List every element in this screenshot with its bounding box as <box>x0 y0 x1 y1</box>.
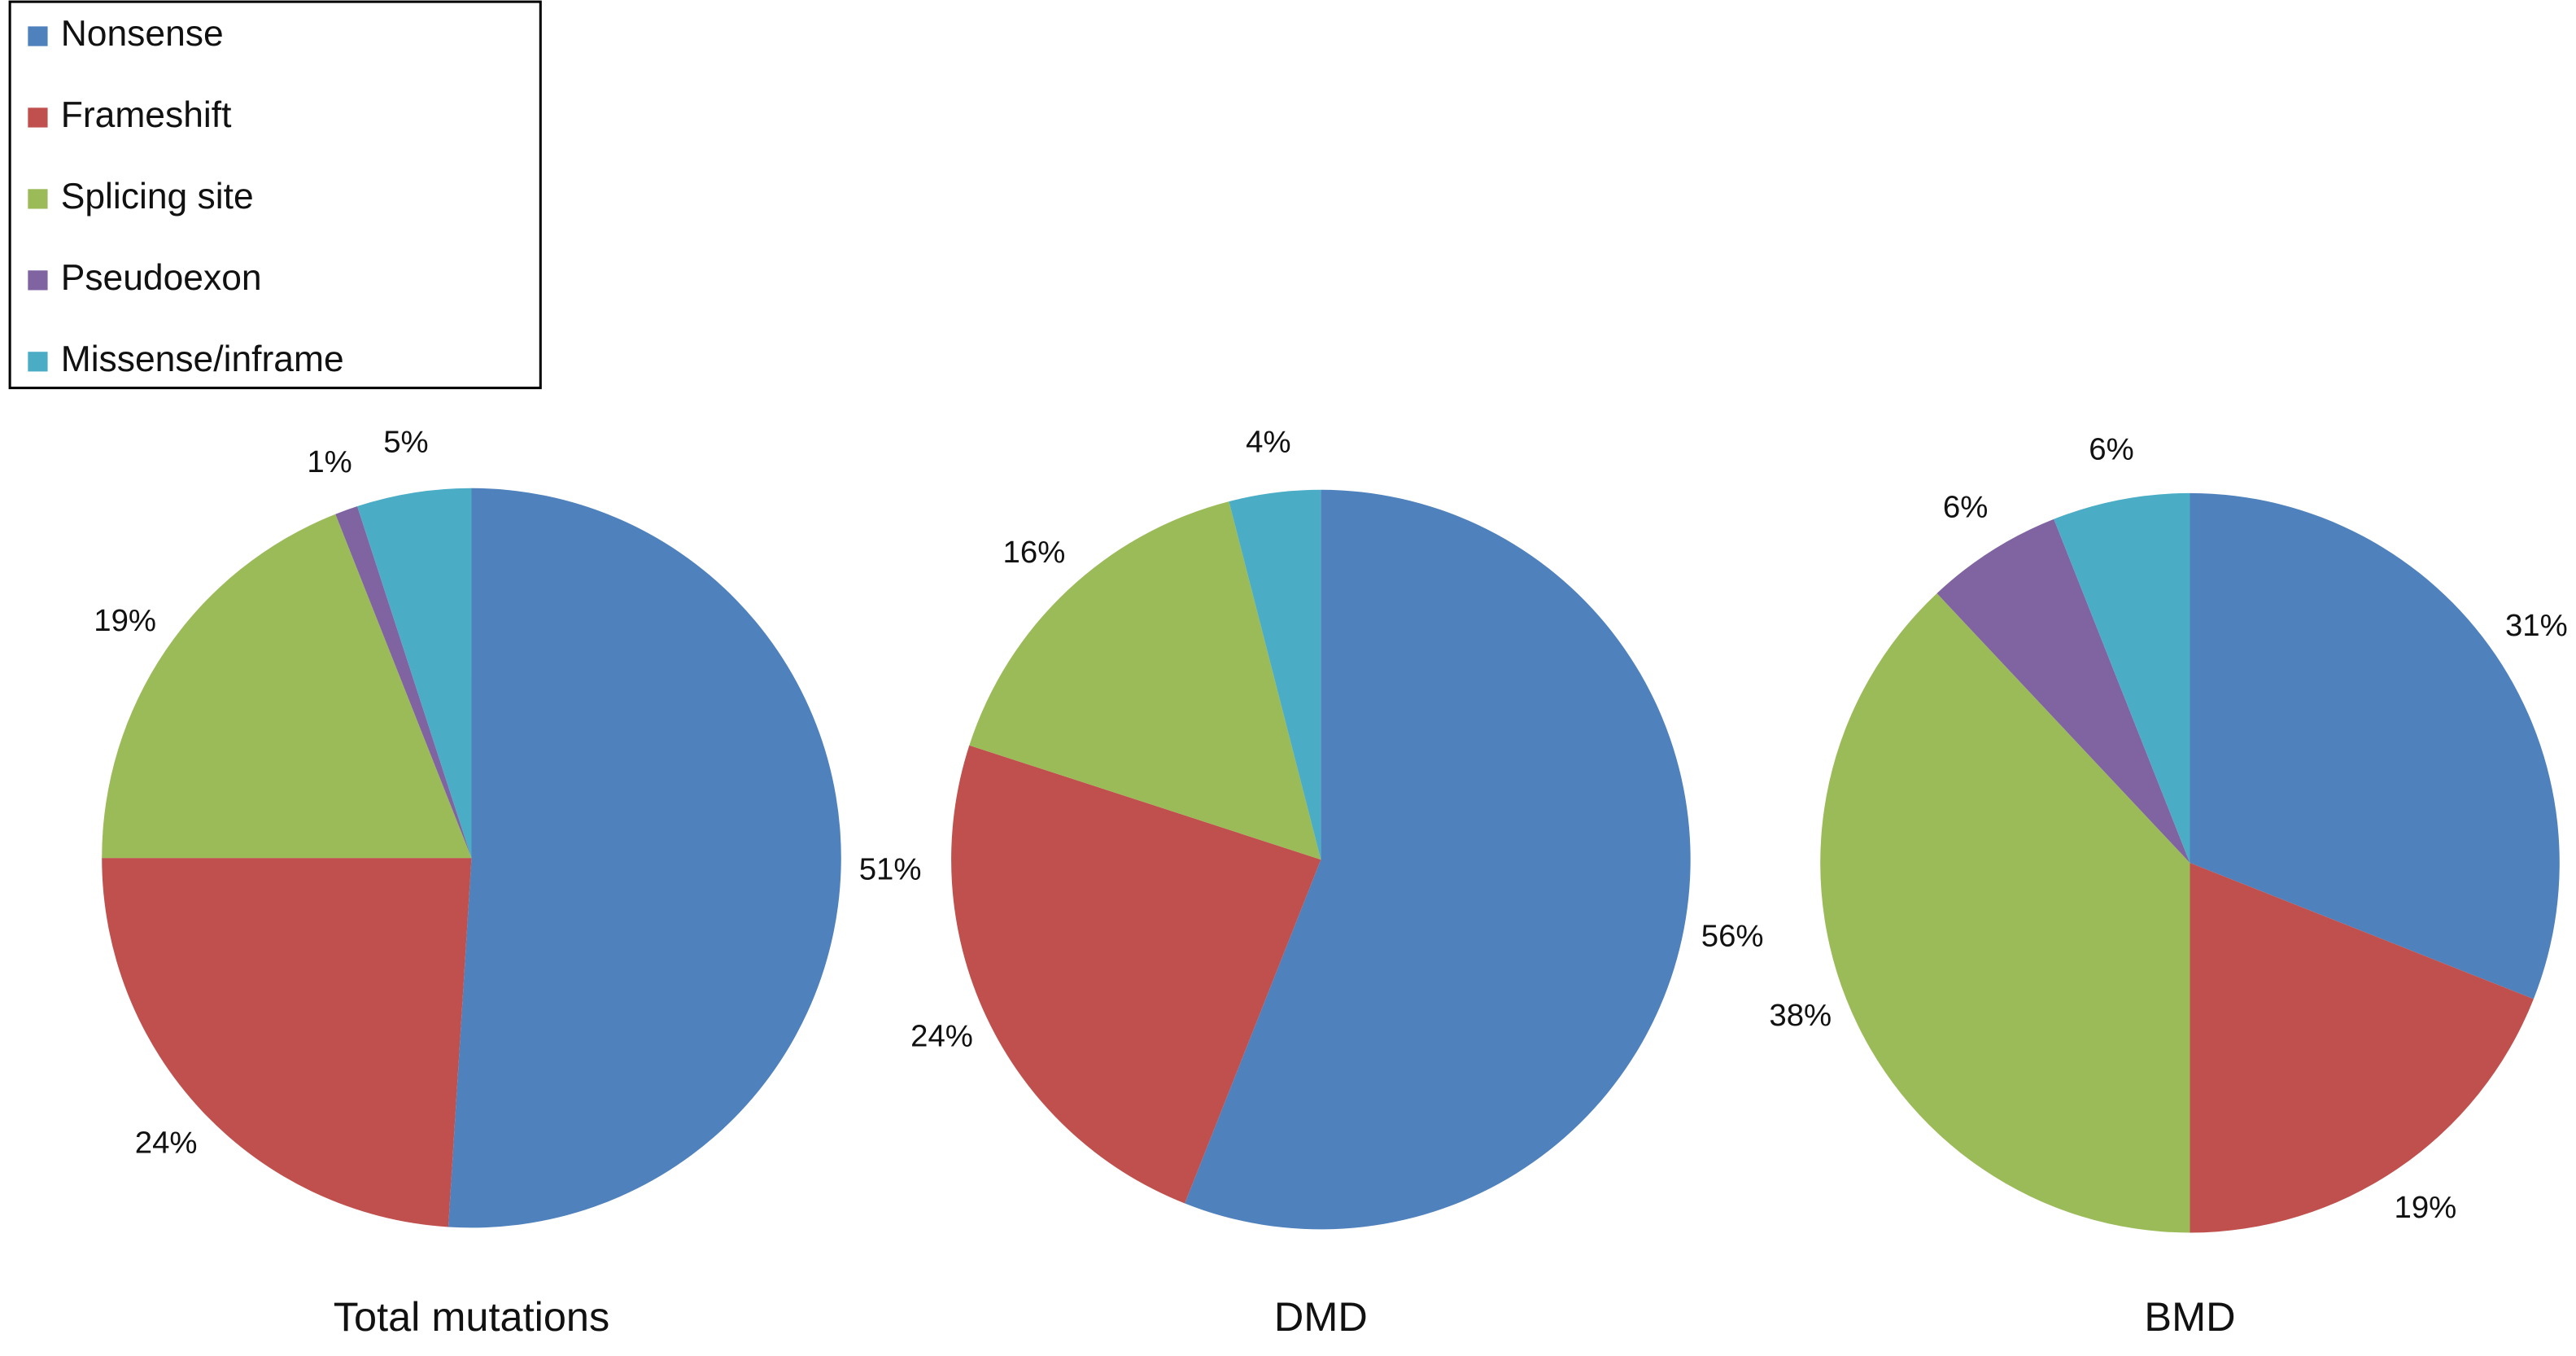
chart-title: Total mutations <box>334 1293 609 1340</box>
legend-label: Frameshift <box>61 95 232 135</box>
pie-slice <box>951 745 1321 1204</box>
pie-slice <box>969 501 1321 860</box>
data-label: 4% <box>1246 424 1290 459</box>
data-label: 38% <box>1769 998 1832 1033</box>
data-label: 24% <box>910 1018 973 1053</box>
chart-title: BMD <box>2144 1293 2235 1340</box>
pie-slice <box>102 514 472 859</box>
data-label: 6% <box>1943 490 1988 525</box>
pie-slice <box>102 858 472 1227</box>
data-label: 56% <box>1701 919 1764 954</box>
pie-slice <box>335 506 472 859</box>
pie-slice <box>1185 489 1691 1230</box>
legend-swatch <box>28 26 48 46</box>
data-label: 5% <box>383 425 428 460</box>
pie-slice <box>1820 593 2190 1233</box>
pie-slice <box>357 488 472 859</box>
pie-slice <box>2054 492 2190 864</box>
data-label: 24% <box>135 1126 198 1161</box>
chart-title: DMD <box>1274 1293 1368 1340</box>
data-label: 6% <box>2089 432 2133 467</box>
data-label: 19% <box>94 603 156 638</box>
pie-slice <box>2190 863 2534 1233</box>
pie-slice <box>2190 492 2560 1000</box>
data-label: 51% <box>859 851 922 886</box>
data-label: 19% <box>2395 1190 2457 1225</box>
data-label: 31% <box>2505 608 2568 643</box>
data-label: 16% <box>1003 535 1066 570</box>
pie-slice <box>1229 489 1321 860</box>
legend-swatch <box>28 352 48 372</box>
pie-slice <box>1936 518 2190 864</box>
legend-label: Pseudoexon <box>61 258 262 298</box>
legend-swatch <box>28 107 48 128</box>
legend-label: Nonsense <box>61 14 224 54</box>
legend-swatch <box>28 189 48 209</box>
data-label: 1% <box>307 444 351 479</box>
legend-label: Missense/inframe <box>61 339 344 379</box>
pie-slice <box>448 488 841 1228</box>
legend-swatch <box>28 270 48 291</box>
legend-box <box>8 0 542 390</box>
legend-label: Splicing site <box>61 177 254 217</box>
